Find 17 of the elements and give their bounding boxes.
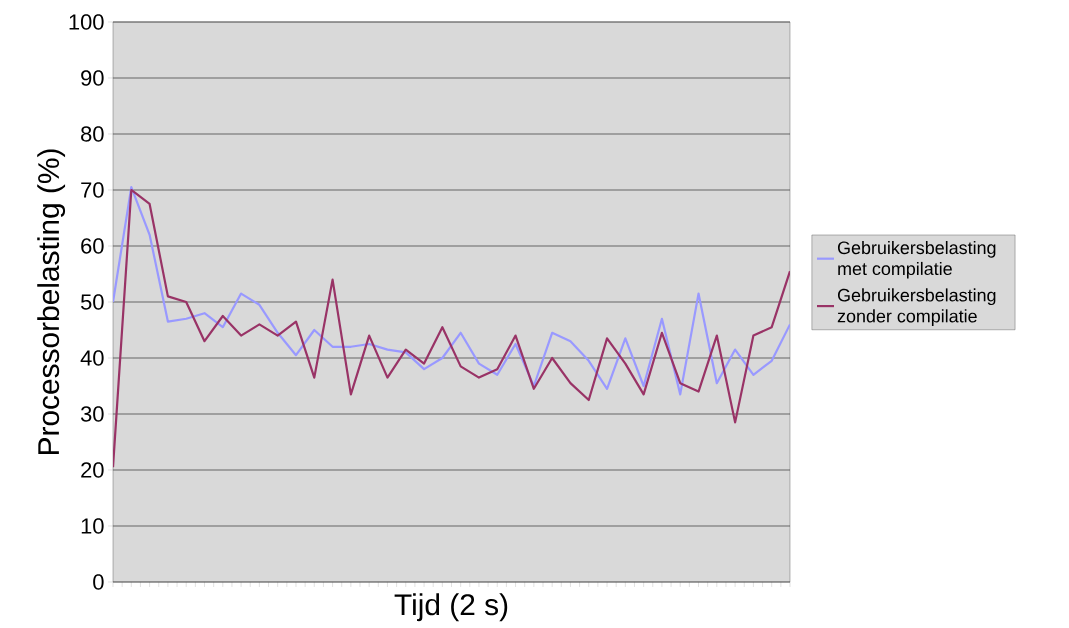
y-tick-label: 70 [81,182,104,198]
y-tick-label: 100 [69,14,104,30]
y-tick-label: 10 [81,518,104,534]
y-tick-label: 40 [80,350,104,366]
line-series [113,188,791,469]
y-tick-label: 80 [81,126,104,142]
y-tick-label: 90 [81,70,104,86]
legend-label: Gebruikersbelasting met compilatie [837,240,996,279]
y-tick-label: 50 [80,294,104,310]
y-axis-title: Processorbelasting (%) [37,149,66,455]
y-tick-label: 60 [81,238,104,254]
y-tick-label: 0 [93,574,104,590]
legend-label: Gebruikersbelasting zonder compilatie [837,288,996,327]
line-series [113,186,791,396]
x-axis-title: Tijd (2 s) [394,593,508,622]
y-tick-label: 30 [80,406,104,422]
y-tick-label: 20 [81,462,104,478]
